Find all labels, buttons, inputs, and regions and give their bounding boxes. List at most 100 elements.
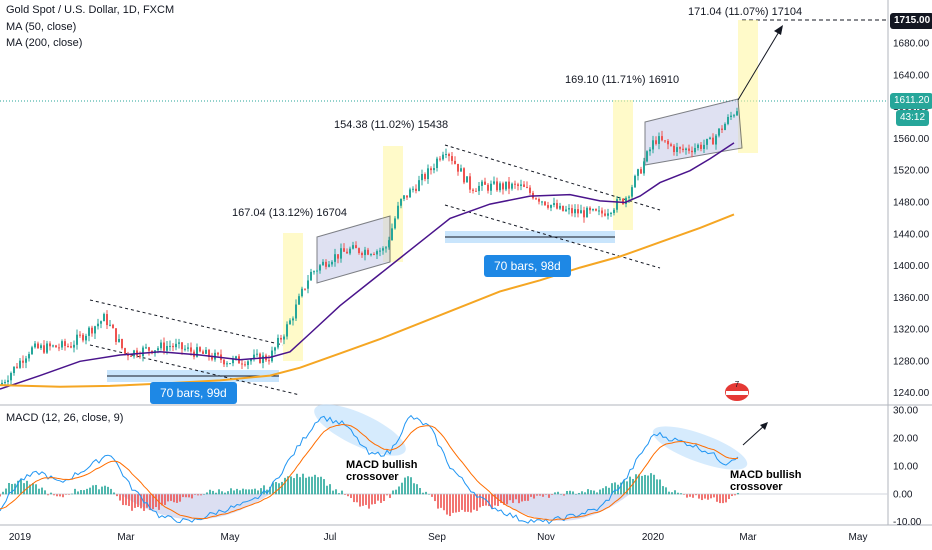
candle-body: [13, 366, 15, 374]
macd-hist-bar: [503, 494, 505, 505]
price-tick-5: 1440.00: [893, 229, 930, 240]
macd-hist-bar: [269, 486, 271, 495]
macd-tick-2: 10.00: [893, 461, 918, 472]
candle-body: [292, 318, 294, 321]
candle-body: [514, 183, 516, 185]
macd-hist-bar: [179, 494, 181, 502]
macd-hist-bar: [260, 488, 262, 495]
candle-body: [142, 347, 144, 357]
macd-hist-bar: [665, 487, 667, 495]
candle-body: [667, 140, 669, 145]
time-axis[interactable]: 2019 Mar May Jul Sep Nov 2020 Mar May: [9, 532, 868, 543]
candle-body: [271, 350, 273, 362]
macd-hist-bar: [704, 494, 706, 499]
macd-hist-bar: [191, 494, 193, 499]
macd-hist-bar: [347, 494, 349, 497]
macd-hist-bar: [620, 482, 622, 495]
macd-hist-bar: [311, 476, 313, 495]
macd-hist-bar: [536, 494, 538, 496]
candle-body: [715, 135, 717, 145]
macd-hist-bar: [83, 490, 85, 495]
macd-hist-bar: [317, 477, 319, 495]
candle-body: [226, 363, 228, 365]
candle-body: [469, 176, 471, 190]
macd-hist-bar: [239, 490, 241, 495]
candle-body: [736, 111, 738, 116]
macd-hist-bar: [287, 476, 289, 495]
macd-hist-bar: [68, 494, 70, 495]
macd-hist-bar: [557, 491, 559, 495]
candle-body: [595, 209, 597, 211]
macd-hist-bar: [344, 494, 346, 495]
macd-hist-bar: [494, 494, 496, 506]
macd-hist-bar: [530, 494, 532, 497]
candle-body: [631, 187, 633, 197]
macd-hist-bar: [677, 492, 679, 495]
macd-hist-bar: [80, 490, 82, 495]
candle-body: [733, 115, 735, 117]
candle-body: [568, 208, 570, 210]
candle-body: [124, 348, 126, 354]
macd-hist-bar: [566, 490, 568, 495]
macd-hist-bar: [362, 494, 364, 506]
candle-body: [433, 168, 435, 171]
candle-body: [625, 197, 627, 204]
macd-hist-bar: [491, 494, 493, 509]
candle-body: [700, 144, 702, 149]
candle-body: [499, 183, 501, 191]
projection-arrow-line: [737, 29, 781, 101]
candle-body: [451, 156, 453, 161]
macd-hist-bar: [41, 487, 43, 495]
macd-hist-bar: [470, 494, 472, 513]
time-tick-3: Jul: [324, 532, 337, 543]
macd-hist-bar: [374, 494, 376, 504]
macd-hist-bar: [50, 492, 52, 495]
candle-body: [175, 343, 177, 348]
macd-hist-bar: [47, 494, 49, 496]
macd-hist-bar: [122, 494, 124, 506]
macd-hist-bar: [224, 492, 226, 495]
candle-body: [52, 345, 54, 347]
macd-hist-bar: [497, 494, 499, 507]
macd-hist-bar: [584, 492, 586, 495]
macd-hist-bar: [524, 494, 526, 501]
candle-body: [685, 148, 687, 151]
candle-body: [388, 240, 390, 248]
candle-body: [682, 148, 684, 151]
macd-hist-bar: [377, 494, 379, 501]
macd-hist-bar: [737, 492, 739, 495]
macd-hist-bar: [200, 494, 202, 496]
macd-hist-bar: [221, 491, 223, 495]
macd-axis[interactable]: 30.00 20.00 10.00 0.00 -10.00: [893, 406, 922, 529]
macd-hist-bar: [206, 492, 208, 495]
flag-channel-2: [644, 98, 743, 166]
candle-body: [526, 186, 528, 188]
candle-body: [208, 349, 210, 357]
candle-body: [727, 117, 729, 124]
candle-body: [373, 254, 375, 256]
candle-body: [190, 347, 192, 352]
macd-hist-bar: [698, 494, 700, 499]
macd-hist-bar: [722, 494, 724, 504]
macd-hist-bar: [518, 494, 520, 504]
candle-body: [358, 248, 360, 253]
candle-body: [232, 358, 234, 364]
macd-hist-bar: [392, 490, 394, 495]
candle-body: [427, 168, 429, 180]
candle-body: [565, 209, 567, 211]
macd-hist-bar: [644, 474, 646, 495]
macd-highlight-top-2: [652, 426, 748, 470]
candle-body: [322, 261, 324, 266]
macd-hist-bar: [596, 492, 598, 495]
macd-hist-bar: [164, 494, 166, 505]
candle-body: [517, 184, 519, 186]
macd-hist-bar: [647, 475, 649, 495]
macd-hist-bar: [167, 494, 169, 502]
macd-hist-bar: [572, 491, 574, 495]
candle-body: [472, 189, 474, 191]
macd-hist-bar: [635, 474, 637, 495]
candle-body: [430, 168, 432, 171]
macd-tick-0: 30.00: [893, 406, 918, 417]
macd-hist-bar: [479, 494, 481, 508]
